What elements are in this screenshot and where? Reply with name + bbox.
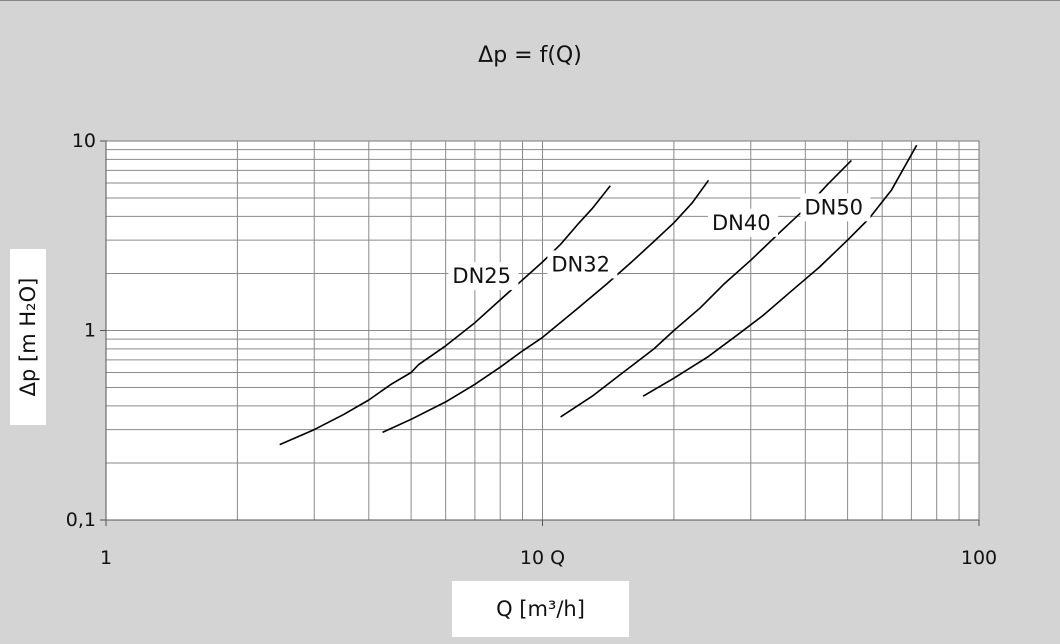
y-axis-label-box <box>10 249 46 425</box>
chart-title: Δp = f(Q) <box>478 43 582 68</box>
series-line-dn25 <box>279 185 611 446</box>
x-axis-label: Q [m³/h] <box>452 581 629 637</box>
series-labels: DN25 DN32 DN40 DN50 <box>448 193 871 291</box>
series-line-dn32 <box>382 179 710 434</box>
series-label-dn25: DN25 <box>452 264 511 288</box>
axes <box>100 140 980 526</box>
y-tick-label: 10 <box>72 130 96 152</box>
y-tick-label: 1 <box>84 320 96 342</box>
series-label-bg <box>800 193 871 222</box>
x-tick-label: 10 Q <box>520 547 565 569</box>
series-label-dn40: DN40 <box>712 211 771 235</box>
series-label-dn32: DN32 <box>551 252 610 276</box>
x-tick-label: 100 <box>961 547 997 569</box>
y-axis-label: Δp [m H₂O] <box>16 277 40 397</box>
grid-lines <box>106 141 979 520</box>
series-label-dn50: DN50 <box>804 195 863 219</box>
x-tick-label: 1 <box>100 547 112 569</box>
series-label-bg <box>448 262 519 291</box>
series-line-dn50 <box>642 144 918 397</box>
series-label-bg <box>707 208 778 237</box>
y-tick-label: 0,1 <box>66 509 96 531</box>
series-label-bg <box>547 250 618 279</box>
